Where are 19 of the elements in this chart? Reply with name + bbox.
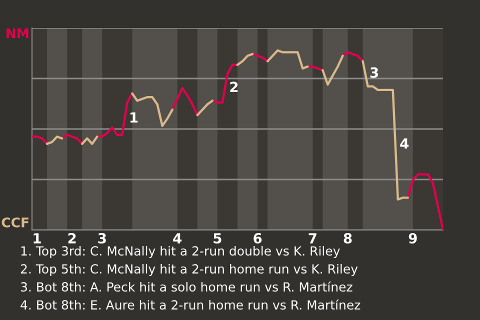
- x-tick-label: 6: [254, 233, 262, 244]
- text: 4. Bot 8th: E. Aure hit a 2-run home run vs R. Martínez: [20, 299, 360, 310]
- text: NM: [6, 28, 28, 38]
- annotation: 2: [230, 82, 238, 92]
- text: CCF: [2, 217, 28, 228]
- text: 3. Bot 8th: A. Peck hit a solo home run vs R. Martínez: [20, 281, 352, 292]
- annotation: 1: [130, 112, 138, 123]
- x-tick-label: 2: [68, 233, 76, 244]
- x-tick-label: 3: [98, 233, 106, 244]
- x-tick-label: 7: [308, 233, 316, 244]
- x-tick-label: 8: [344, 233, 352, 244]
- text: 1. Top 3rd: C. McNally hit a 2-run double vs K. Riley: [21, 246, 340, 258]
- x-tick-label: 4: [173, 233, 182, 244]
- x-tick-label: 5: [214, 233, 222, 244]
- text: 2. Top 5th: C. McNally hit a 2-run home run vs K. Riley: [20, 264, 358, 276]
- annotation: 4: [400, 138, 409, 149]
- x-tick-label: 1: [34, 233, 41, 244]
- x-tick-label: 9: [408, 233, 417, 244]
- annotation: 3: [370, 67, 378, 78]
